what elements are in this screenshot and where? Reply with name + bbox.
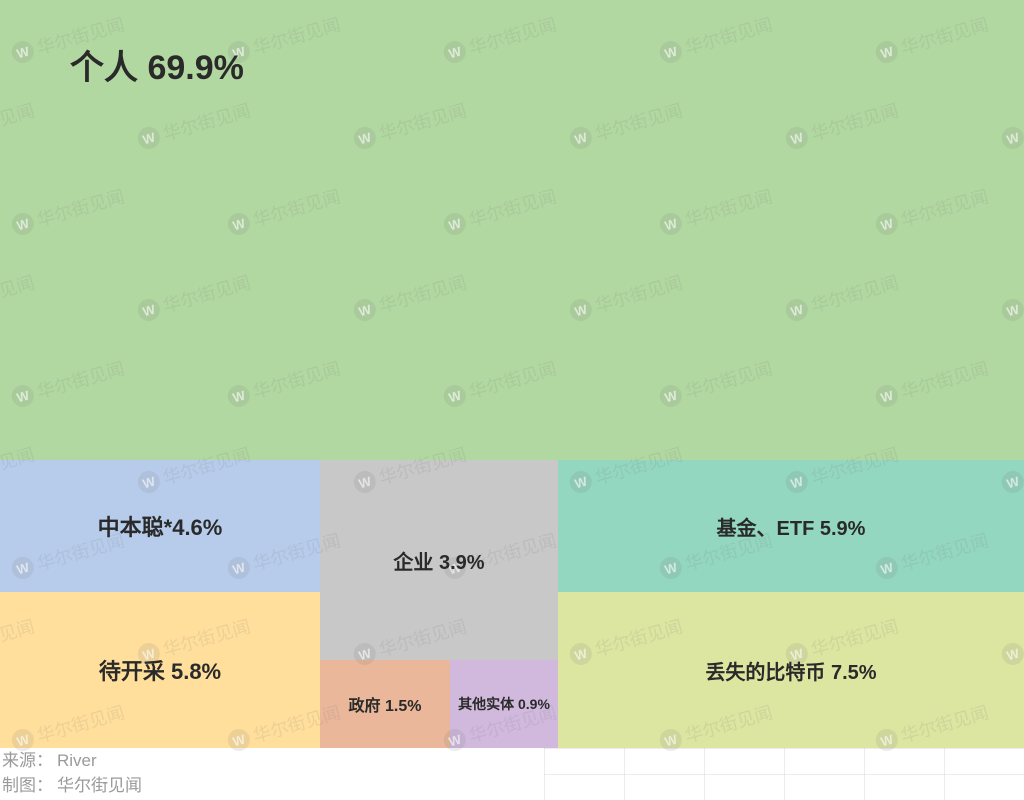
source-value: River — [57, 748, 97, 773]
cell-funds-etf: 基金、ETF 5.9% — [558, 460, 1024, 592]
cell-government: 政府 1.5% — [320, 660, 450, 748]
credit-label: 制图： — [2, 773, 53, 798]
cell-label-lost-btc: 丢失的比特币 7.5% — [705, 656, 876, 685]
cell-unmined: 待开采 5.8% — [0, 592, 320, 748]
cell-label-government: 政府 1.5% — [349, 692, 422, 716]
treemap-chart: 个人 69.9% 中本聪*4.6% 待开采 5.8% 企业 3.9% 基金、ETF 5.… — [0, 0, 1024, 800]
grid-edge — [544, 748, 1024, 800]
cell-label-satoshi: 中本聪*4.6% — [98, 510, 223, 542]
cell-satoshi: 中本聪*4.6% — [0, 460, 320, 592]
chart-footer: 来源： River 制图： 华尔街见闻 — [2, 748, 142, 798]
cell-label-other-entities: 其他实体 0.9% — [458, 694, 550, 714]
cell-label-corporations: 企业 3.9% — [393, 546, 484, 575]
credit-value: 华尔街见闻 — [57, 773, 142, 798]
source-label: 来源： — [2, 748, 53, 773]
cell-lost-btc: 丢失的比特币 7.5% — [558, 592, 1024, 748]
cell-other-entities: 其他实体 0.9% — [450, 660, 558, 748]
cell-label-individuals: 个人 69.9% — [70, 40, 244, 89]
cell-corporations: 企业 3.9% — [320, 460, 558, 660]
treemap-area: 个人 69.9% 中本聪*4.6% 待开采 5.8% 企业 3.9% 基金、ETF 5.… — [0, 0, 1024, 748]
cell-label-funds-etf: 基金、ETF 5.9% — [717, 512, 866, 541]
cell-label-unmined: 待开采 5.8% — [99, 654, 221, 686]
cell-individuals: 个人 69.9% — [0, 0, 1024, 460]
